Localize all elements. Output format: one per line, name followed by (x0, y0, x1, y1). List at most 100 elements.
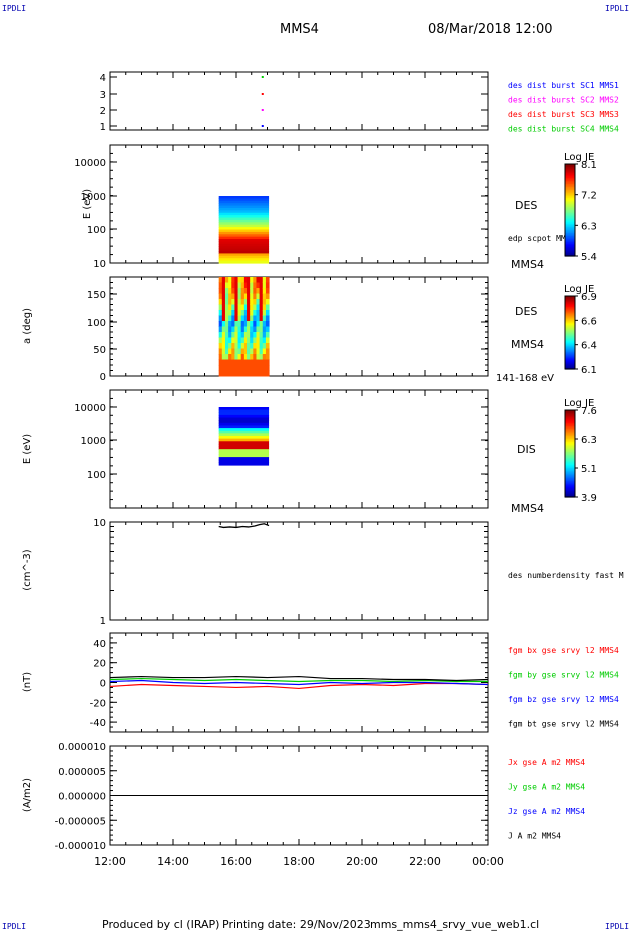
des-energy-colorbar-cell (565, 239, 575, 242)
des-energy-colorbar-cell (565, 177, 575, 180)
des-energy-cell (218, 236, 270, 240)
current-ytick-label: 0.000000 (58, 792, 106, 803)
des-energy-colorbar-cell (565, 220, 575, 223)
des-pitch-cell (259, 326, 264, 333)
dis-energy-colorbar-cell (565, 440, 575, 443)
fgm-ytick-label: 20 (93, 659, 106, 670)
dis-energy-colorbar-label: 6.3 (581, 435, 597, 446)
spacecraft-title: MMS4 (280, 22, 319, 37)
fgm-legend-label: fgm by gse srvy l2 MMS4 (508, 671, 619, 680)
des-energy-colorbar-cell (565, 182, 575, 185)
dis-energy-colorbar-cell (565, 433, 575, 436)
des-pitch-colorbar-cell (565, 303, 575, 306)
des-pitch-cell (228, 282, 232, 289)
des-pitch-colorbar-cell (565, 326, 575, 329)
des-pitch-ytick-label: 50 (93, 345, 106, 356)
des-pitch-cell (224, 310, 229, 316)
des-pitch-cell (231, 315, 235, 322)
dis-energy-cell (218, 412, 270, 416)
dis-energy-colorbar-frame (564, 409, 576, 498)
dis-energy-colorbar-cell (565, 459, 575, 462)
fgm-ylabel: (nT) (22, 672, 33, 692)
des-pitch-cell (228, 365, 232, 371)
dis-energy-colorbar-cell (565, 482, 575, 485)
dis-energy-colorbar-cell (565, 469, 575, 472)
availability-panel-frame (109, 71, 489, 131)
des-pitch-cell (240, 304, 245, 311)
dis-energy-colorbar-cell (565, 447, 575, 450)
des-energy-colorbar-cell (565, 176, 575, 179)
des-pitch-cell (231, 277, 235, 283)
des-pitch-cell (231, 304, 235, 311)
des-pitch-cell (265, 310, 270, 316)
des-pitch-cell (253, 282, 257, 289)
des-pitch-cell (259, 348, 264, 355)
des-pitch-colorbar-cell (565, 342, 575, 345)
des-pitch-cell (221, 315, 226, 322)
des-pitch-cell (240, 354, 245, 360)
des-energy-colorbar-cell (565, 187, 575, 190)
dis-energy-cell (218, 409, 270, 413)
time-axis-tick-label: 14:00 (157, 855, 189, 868)
current-ylabel: (A/m2) (22, 778, 33, 812)
des-pitch-cell (265, 288, 270, 294)
dis-energy-colorbar-cell (565, 418, 575, 421)
dis-energy-colorbar-cell (565, 420, 575, 423)
des-pitch-colorbar-cell (565, 308, 575, 310)
des-pitch-cell (234, 293, 239, 300)
des-pitch-cell (262, 343, 267, 349)
des-pitch-cell (237, 315, 242, 322)
des-pitch-cell (262, 299, 267, 305)
des-pitch-colorbar-cell (565, 336, 575, 338)
dis-energy-colorbar-cell (565, 411, 575, 414)
dis-energy-colorbar-cell (565, 424, 575, 427)
dis-energy-cell (218, 441, 270, 445)
dis-energy-cell (218, 422, 270, 427)
des-energy-colorbar-cell (565, 236, 575, 239)
des-energy-colorbar-cell (565, 194, 575, 197)
des-pitch-cell (265, 370, 270, 377)
des-pitch-cell (224, 332, 229, 338)
des-pitch-cell (228, 315, 232, 322)
des-pitch-colorbar-cell (565, 313, 575, 315)
availability-ytick-label: 1 (100, 122, 106, 133)
des-pitch-colorbar-cell (565, 351, 575, 354)
footer-producer: Produced by cl (IRAP) (102, 918, 220, 931)
des-pitch-cell (259, 370, 264, 377)
des-pitch-cell (250, 370, 254, 377)
des-pitch-cell (253, 343, 257, 349)
des-pitch-cell (231, 326, 235, 333)
des-pitch-cell (250, 326, 254, 333)
des-pitch-cell (250, 359, 254, 366)
dis-energy-cell (218, 446, 270, 450)
des-pitch-cell (237, 326, 242, 333)
des-pitch-cell (247, 277, 251, 283)
des-energy-colorbar-cell (565, 174, 575, 177)
des-pitch-cell (231, 365, 235, 371)
dis-energy-cell (218, 428, 270, 432)
des-energy-cell (218, 248, 270, 252)
des-pitch-cell (240, 315, 245, 322)
dis-energy-colorbar-cell (565, 468, 575, 471)
des-pitch-cell (228, 277, 232, 283)
des-pitch-cell (228, 370, 232, 377)
des-pitch-cell (224, 282, 229, 289)
des-pitch-cell (240, 348, 245, 355)
des-energy-overlay-label: edp scpot MMS4 (508, 234, 576, 243)
des-pitch-cell (231, 310, 235, 316)
des-pitch-cell (259, 332, 264, 338)
dis-energy-colorbar-title: Log JE (564, 398, 594, 409)
des-pitch-cell (234, 370, 239, 377)
des-pitch-cell (228, 332, 232, 338)
des-pitch-cell (253, 337, 257, 344)
des-pitch-colorbar-cell (565, 320, 575, 323)
des-pitch-cell (265, 321, 270, 327)
des-pitch-cell (262, 310, 267, 316)
des-pitch-cell (259, 277, 264, 283)
des-pitch-cell (250, 288, 254, 294)
des-pitch-cell (231, 332, 235, 338)
des-energy-cell (218, 203, 270, 207)
des-energy-cell (218, 243, 270, 247)
des-pitch-cell (262, 321, 267, 327)
des-pitch-cell (221, 299, 226, 305)
